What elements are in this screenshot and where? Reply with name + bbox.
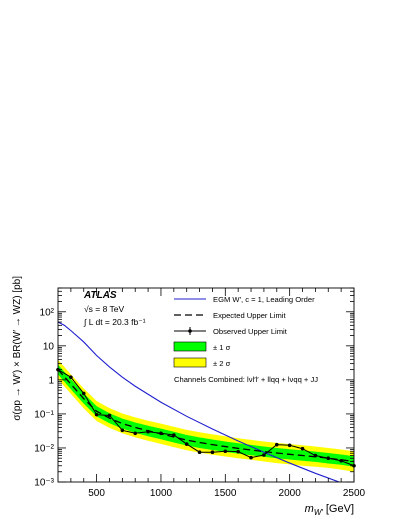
x-axis-label-var: m <box>305 503 314 515</box>
observed-point <box>146 429 150 434</box>
band-2sigma <box>58 359 354 472</box>
limit-curves <box>56 321 356 482</box>
observed-point <box>120 428 125 433</box>
x-axis-label: mW′ [GeV] <box>305 503 354 517</box>
legend-band2-swatch <box>173 357 207 368</box>
x-tick-label: 500 <box>88 488 105 499</box>
theory-line <box>58 321 341 482</box>
observed-point <box>94 412 99 417</box>
x-tick-label: 1000 <box>150 488 173 499</box>
observed-point <box>159 431 163 436</box>
observed-point <box>236 449 240 454</box>
luminosity-label: ∫ L dt = 20.3 fb⁻¹ <box>84 317 146 327</box>
legend-label-expected: Expected Upper Limit <box>213 311 286 320</box>
legend-label-band1: ± 1 σ <box>213 343 231 352</box>
observed-point <box>184 442 189 446</box>
observed-line <box>57 369 355 467</box>
observed-point <box>262 453 266 457</box>
legend-label-band2: ± 2 σ <box>213 359 231 368</box>
observed-point <box>287 443 292 448</box>
band-1sigma <box>58 364 354 467</box>
x-axis-label-unit: [GeV] <box>326 503 354 515</box>
y-tick-label: 10⁻² <box>34 443 54 454</box>
observed-point <box>313 453 318 458</box>
observed-point <box>223 449 228 454</box>
x-tick-label: 2000 <box>279 488 302 499</box>
observed-point <box>274 442 279 447</box>
observed-point <box>197 450 202 455</box>
legend-band1-swatch <box>173 341 207 352</box>
expected-line <box>57 369 355 463</box>
channels-label: Channels Combined: lνl′l′ + llqq + lνqq … <box>174 375 319 384</box>
x-tick-label: 2500 <box>343 488 366 499</box>
x-tick-label: 1500 <box>214 488 237 499</box>
observed-point <box>339 458 343 463</box>
observed-point <box>249 455 253 460</box>
observed-point <box>81 391 86 396</box>
x-axis-label-sub: W′ <box>314 508 324 517</box>
energy-label: √s = 8 TeV <box>84 304 125 314</box>
legend-label-theory: EGM W′, c = 1, Leading Order <box>213 295 315 304</box>
y-axis-label: σ(pp → W′) × BR(W′ → WZ) [pb] <box>12 276 23 421</box>
y-tick-label: 1 <box>48 375 54 386</box>
tick-labels: 500 1000 1500 2000 2500 10⁻³ 10⁻² 10⁻¹ 1 10 10² <box>34 307 365 499</box>
observed-point <box>69 375 73 379</box>
observed-point <box>300 446 305 451</box>
observed-point <box>326 456 331 461</box>
experiment-label: ATLAS <box>84 290 117 301</box>
observed-point <box>172 433 176 437</box>
legend-symbols <box>173 298 207 368</box>
y-tick-label: 10⁻³ <box>34 478 54 489</box>
y-tick-label: 10² <box>40 307 55 318</box>
uncertainty-bands <box>58 359 354 472</box>
observed-point <box>210 450 215 455</box>
observed-point <box>107 413 112 418</box>
axis-ticks <box>58 287 355 483</box>
observed-point <box>133 431 138 436</box>
y-tick-label: 10 <box>43 341 55 352</box>
y-tick-label: 10⁻¹ <box>34 409 54 420</box>
legend-observed-marker <box>188 329 192 333</box>
legend-label-observed: Observed Upper Limit <box>213 327 287 336</box>
